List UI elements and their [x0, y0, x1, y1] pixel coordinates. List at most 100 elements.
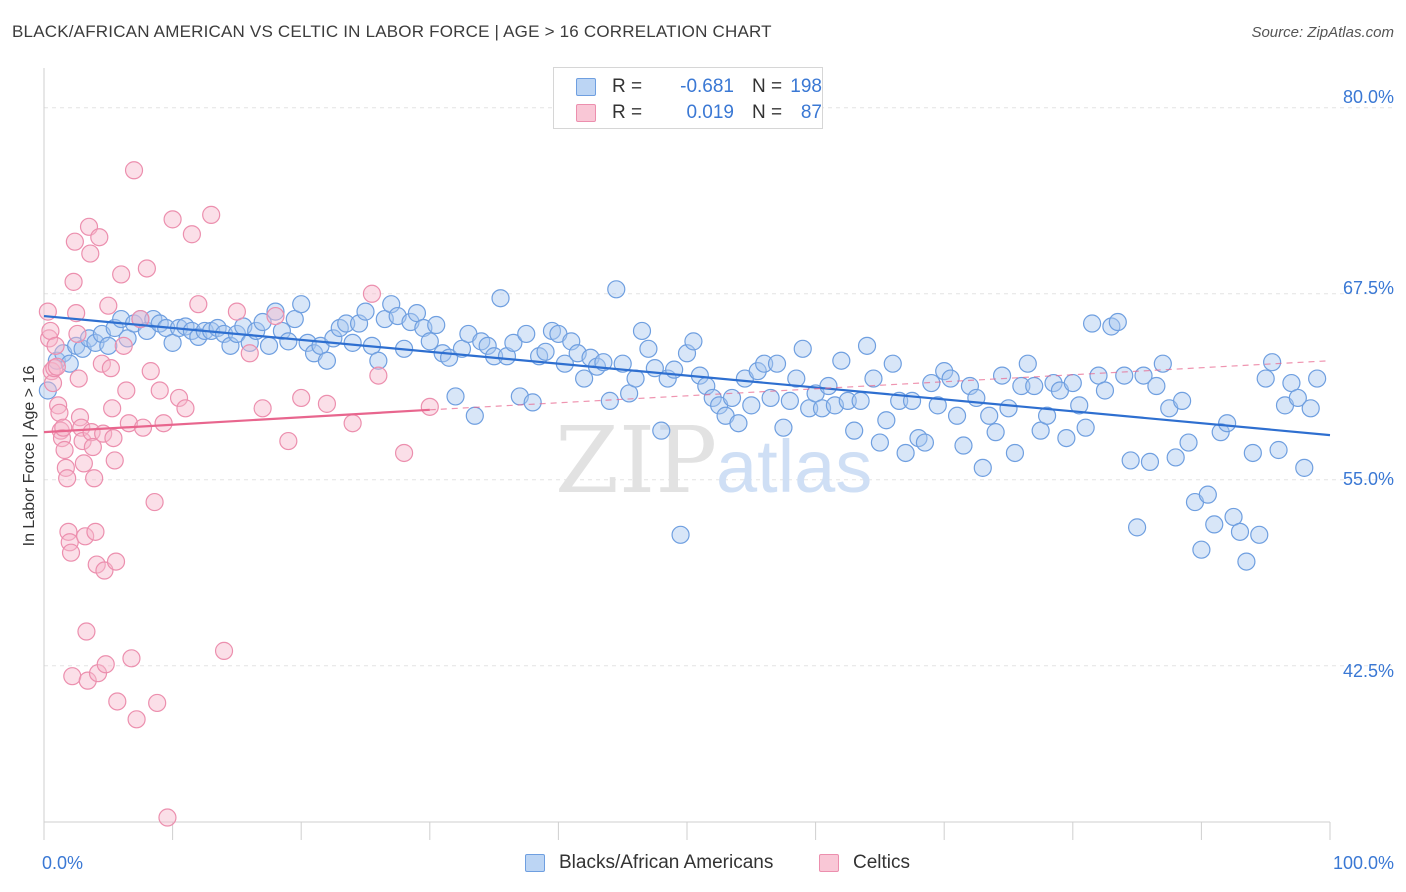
blacks-data-point	[1134, 366, 1153, 385]
blacks-data-point	[1140, 452, 1160, 472]
blacks-data-point	[838, 391, 857, 410]
blacks-data-point	[491, 289, 510, 308]
celtics-data-point	[108, 692, 127, 711]
blacks-data-point	[941, 369, 960, 388]
blacks-data-point	[722, 388, 742, 408]
celtics-data-point	[85, 469, 104, 488]
blacks-data-point	[1243, 443, 1262, 463]
blacks-data-point	[780, 391, 799, 410]
blacks-data-point	[1173, 391, 1192, 410]
blacks-data-point	[980, 406, 999, 425]
blacks-data-point	[343, 333, 362, 352]
legend-swatch-pink	[576, 104, 596, 122]
blacks-data-point	[999, 399, 1018, 418]
blacks-data-point	[986, 423, 1005, 442]
celtics-data-point	[145, 492, 164, 512]
celtics-data-point	[58, 469, 77, 488]
celtics-data-point	[86, 522, 105, 541]
celtics-data-point	[76, 527, 95, 546]
blacks-data-point	[1025, 376, 1044, 396]
celtics-data-point	[317, 394, 337, 413]
blacks-data-point	[1121, 451, 1140, 470]
blacks-data-point	[1250, 525, 1269, 544]
celtics-trend-line	[43, 408, 430, 434]
celtics-data-point	[150, 381, 169, 400]
blacks-data-point	[761, 388, 780, 408]
celtics-data-point	[154, 414, 173, 433]
blacks-data-point	[369, 351, 388, 370]
x-tick-label-max: 100.0%	[1332, 853, 1394, 873]
y-tick-label: 55.0%	[1342, 469, 1394, 489]
celtics-data-point	[148, 693, 167, 713]
chart-title: BLACK/AFRICAN AMERICAN VS CELTIC IN LABO…	[12, 22, 772, 41]
celtics-data-point	[77, 622, 96, 641]
legend-n-label: N =	[752, 102, 783, 123]
blacks-data-point	[279, 332, 298, 351]
celtics-data-point	[343, 414, 362, 433]
celtics-data-point	[182, 225, 201, 244]
blacks-data-point	[1005, 443, 1025, 463]
blacks-data-point	[883, 354, 902, 373]
celtics-data-point	[112, 265, 131, 284]
blacks-data-point	[607, 280, 626, 299]
blacks-data-point	[1295, 458, 1314, 477]
celtics-data-point	[163, 210, 182, 229]
celtics-data-point	[420, 397, 439, 416]
blacks-data-point	[652, 421, 671, 440]
blacks-data-point	[1147, 376, 1166, 396]
celtics-data-point	[65, 232, 84, 251]
blacks-data-point	[870, 433, 890, 452]
celtics-data-point	[394, 443, 414, 463]
blacks-data-point	[922, 373, 941, 393]
blacks-data-point	[1288, 388, 1307, 408]
stats-legend: R = -0.681 N = 198 R = 0.019 N = 87	[553, 67, 823, 129]
blacks-data-point	[465, 406, 484, 425]
legend-r-label: R =	[612, 102, 643, 123]
blacks-data-point	[1095, 381, 1115, 400]
celtics-data-point	[176, 399, 195, 418]
celtics-data-point	[104, 428, 123, 448]
celtics-data-point	[105, 451, 124, 470]
blacks-data-point	[992, 366, 1012, 385]
celtics-data-point	[127, 710, 146, 729]
blacks-data-point	[671, 525, 690, 544]
legend-label: Celtics	[853, 852, 911, 873]
celtics-data-point	[74, 454, 93, 473]
celtics-data-point	[227, 302, 246, 321]
blacks-data-point	[523, 393, 542, 412]
celtics-data-point	[78, 671, 97, 690]
blacks-data-point	[1269, 440, 1288, 460]
blacks-data-point	[1076, 418, 1095, 437]
blacks-data-point	[1179, 433, 1198, 452]
celtics-data-point	[101, 359, 120, 378]
blacks-data-point	[446, 387, 465, 406]
celtics-data-point	[253, 399, 272, 418]
blacks-data-point	[857, 336, 877, 355]
blacks-data-point	[1192, 540, 1211, 559]
legend-r-label: R =	[612, 76, 643, 97]
blacks-data-point	[1218, 414, 1237, 433]
blacks-data-point	[1153, 354, 1172, 373]
blacks-data-point	[1037, 406, 1057, 425]
blacks-data-point	[1082, 314, 1102, 333]
blacks-data-point	[613, 354, 632, 373]
celtics-data-point	[49, 396, 68, 415]
legend-n-label: N =	[752, 76, 783, 97]
celtics-data-point	[90, 228, 109, 247]
blacks-data-point	[259, 336, 279, 355]
blacks-data-point	[928, 396, 947, 415]
data-points	[38, 161, 1327, 827]
celtics-data-point	[68, 324, 87, 344]
blacks-data-point	[1063, 373, 1082, 393]
y-tick-label: 67.5%	[1342, 278, 1394, 298]
celtics-data-point	[40, 329, 59, 348]
blacks-data-point	[1301, 399, 1320, 418]
blacks-data-point	[99, 336, 118, 355]
celtics-data-point	[82, 423, 101, 442]
blacks-data-point	[1211, 423, 1230, 442]
celtics-data-point	[99, 296, 118, 315]
blacks-data-point	[851, 391, 870, 410]
blacks-data-point	[1044, 373, 1063, 393]
legend-swatch-blue	[576, 78, 596, 96]
